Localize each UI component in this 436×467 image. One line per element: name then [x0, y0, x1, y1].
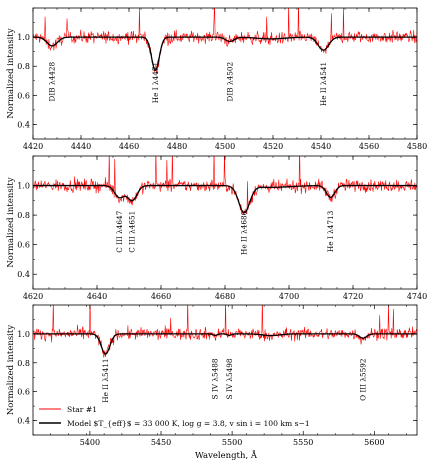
- x-tick-label: 5450: [151, 438, 171, 447]
- x-tick-label: 4500: [215, 142, 235, 151]
- x-tick-label: 5400: [80, 438, 100, 447]
- x-tick-label: 4420: [23, 142, 43, 151]
- line-label: He II λ5411: [101, 358, 110, 402]
- x-tick-label: 4640: [87, 292, 107, 301]
- line-label: He II λ4686: [240, 210, 249, 255]
- legend: Star #1 Model $T_{eff}$ = 33 000 K, log g…: [39, 405, 310, 428]
- y-tick-label: 0.8: [17, 211, 30, 220]
- y-tick-label: 0.4: [17, 417, 30, 426]
- x-tick-label: 4660: [151, 292, 171, 301]
- panels-group: 4420 4440 4460 4480 4500 4520 4540 4560 4580 0.4 0…: [6, 7, 427, 447]
- series-star-1: [33, 156, 417, 215]
- line-label: He I λ4471: [151, 62, 160, 103]
- series-model: [33, 333, 417, 355]
- panel-1: 4420 4440 4460 4480 4500 4520 4540 4560 4580 0.4 0…: [6, 7, 427, 151]
- x-tick-label: 4620: [23, 292, 43, 301]
- legend-label: Model $T_{eff}$ = 33 000 K, log g = 3.8,…: [67, 419, 310, 428]
- panel-2: 4620 4640 4660 4680 4700 4720 4740 0.4 0.6 0.8 1.0…: [6, 155, 427, 301]
- y-tick-label: 1.0: [17, 182, 30, 191]
- x-tick-label: 5550: [293, 438, 313, 447]
- y-tick-label: 1.0: [17, 33, 30, 42]
- x-tick-label: 5600: [364, 438, 384, 447]
- line-label: S IV λ5488: [211, 358, 220, 399]
- y-tick-label: 0.4: [17, 270, 30, 279]
- y-tick-label: 0.8: [17, 359, 30, 368]
- y-tick-label: 0.6: [17, 91, 30, 100]
- line-label: S IV λ5498: [225, 358, 234, 399]
- y-axis-title: Normalized intensity: [6, 177, 16, 267]
- y-tick-label: 0.4: [17, 120, 30, 129]
- x-tick-label: 5500: [222, 438, 242, 447]
- legend-label: Star #1: [67, 405, 97, 414]
- line-label: O III λ5592: [358, 358, 367, 400]
- x-tick-label: 4560: [359, 142, 379, 151]
- line-label: DIB λ4428: [48, 61, 57, 101]
- x-tick-label: 4440: [71, 142, 91, 151]
- y-axis-title: Normalized intensity: [6, 325, 16, 415]
- y-axis-title: Normalized intensity: [6, 28, 16, 118]
- x-tick-label: 4540: [311, 142, 331, 151]
- line-label: He I λ4713: [326, 210, 335, 252]
- y-tick-label: 0.6: [17, 241, 30, 250]
- series-model: [33, 36, 417, 71]
- y-tick-label: 1.0: [17, 330, 30, 339]
- x-tick-label: 4700: [279, 292, 299, 301]
- x-tick-label: 4580: [407, 142, 427, 151]
- line-label: C III λ4647: [115, 210, 124, 252]
- y-tick-label: 0.8: [17, 62, 30, 71]
- x-tick-label: 4520: [263, 142, 283, 151]
- panel-3: 5400 5450 5500 5550 5600 0.4 0.6 0.8 1.0Normaliz…: [6, 304, 418, 447]
- x-tick-label: 4460: [119, 142, 139, 151]
- x-axis-title: Wavelength, Å: [195, 449, 258, 461]
- x-tick-label: 4680: [215, 292, 235, 301]
- series-model: [33, 184, 417, 214]
- line-label: He II λ4541: [319, 62, 328, 106]
- line-label: C III λ4651: [128, 211, 137, 253]
- x-tick-label: 4740: [407, 292, 427, 301]
- y-tick-label: 0.6: [17, 388, 30, 397]
- series-star-1: [33, 305, 417, 358]
- x-tick-label: 4480: [167, 142, 187, 151]
- line-label: DIB λ4502: [225, 62, 234, 102]
- panel-frame: [32, 304, 418, 436]
- x-tick-label: 4720: [343, 292, 363, 301]
